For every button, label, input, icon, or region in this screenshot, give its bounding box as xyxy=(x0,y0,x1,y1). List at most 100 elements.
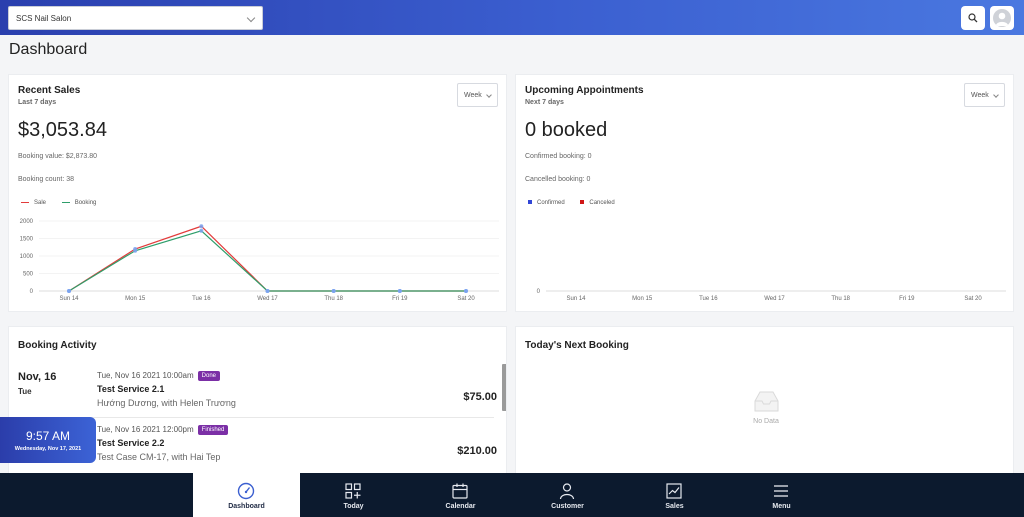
legend-sale[interactable]: Sale xyxy=(21,200,46,206)
y-tick-label: 1000 xyxy=(20,254,34,260)
legend-label: Booking xyxy=(74,200,97,206)
hamburger-icon xyxy=(774,485,788,497)
x-tick-label: Mon 15 xyxy=(632,296,653,302)
calendar-icon xyxy=(452,483,468,499)
nav-today[interactable]: Today xyxy=(300,473,407,517)
next-booking-title: Today's Next Booking xyxy=(525,340,629,351)
data-point xyxy=(397,289,402,293)
recent-sales-card: Recent Sales Last 7 days Week $3,053.84 … xyxy=(8,74,507,312)
booking-time: Tue, Nov 16 2021 10:00am Done xyxy=(97,371,497,381)
x-tick-label: Tue 16 xyxy=(192,296,211,302)
legend-swatch xyxy=(528,200,532,205)
booking-time-text: Tue, Nov 16 2021 10:00am xyxy=(97,371,194,380)
sales-range-select[interactable]: Week xyxy=(457,83,498,107)
x-tick-label: Thu 18 xyxy=(831,296,850,302)
y-tick-label: 1500 xyxy=(20,237,34,243)
status-badge: Done xyxy=(197,371,220,381)
series-line xyxy=(68,225,466,292)
data-point xyxy=(133,248,138,253)
booking-people: Test Case CM-17, with Hai Tep xyxy=(97,452,221,462)
data-point xyxy=(199,224,204,229)
booking-service: Test Service 2.1 xyxy=(97,384,165,394)
x-tick-label: Mon 15 xyxy=(125,296,146,302)
search-button[interactable] xyxy=(961,6,985,30)
clock-time: 9:57 AM xyxy=(25,429,71,443)
x-tick-label: Sun 14 xyxy=(566,296,586,302)
chevron-down-icon xyxy=(993,92,999,98)
salon-select[interactable]: SCS Nail Salon xyxy=(8,6,263,30)
legend-booking[interactable]: Booking xyxy=(61,200,97,206)
status-badge: Finished xyxy=(197,425,229,435)
activity-day: Tue xyxy=(18,387,32,396)
user-icon xyxy=(995,12,1009,26)
no-data-label: No Data xyxy=(753,418,779,425)
grid-plus-icon xyxy=(345,483,361,499)
data-point xyxy=(67,289,71,293)
recent-sales-title: Recent Sales xyxy=(18,85,81,96)
x-tick-label: Sun 14 xyxy=(59,296,79,302)
nav-label: Dashboard xyxy=(228,503,265,510)
nav-calendar[interactable]: Calendar xyxy=(407,473,514,517)
data-point xyxy=(464,289,468,293)
booking-time-text: Tue, Nov 16 2021 12:00pm xyxy=(97,425,194,434)
data-point xyxy=(265,289,270,293)
appts-range-select[interactable]: Week xyxy=(964,83,1005,107)
legend-canceled[interactable]: Canceled xyxy=(580,200,615,206)
legend-label: Confirmed xyxy=(537,200,565,206)
booking-item[interactable]: Tue, Nov 16 2021 10:00am Done Test Servic… xyxy=(97,371,497,408)
booking-price: $75.00 xyxy=(463,391,497,403)
x-tick-label: Wed 17 xyxy=(257,296,278,302)
data-point xyxy=(199,228,204,233)
confirmed-count: Confirmed booking: 0 xyxy=(525,153,592,160)
booking-value: Booking value: $2,873.80 xyxy=(18,153,98,160)
legend-confirmed[interactable]: Confirmed xyxy=(528,200,565,206)
chevron-down-icon xyxy=(246,13,256,23)
nav-dashboard[interactable]: Dashboard xyxy=(193,473,300,517)
booking-count: Booking count: 38 xyxy=(18,176,75,183)
sales-legend: Sale Booking xyxy=(21,200,110,206)
appts-legend: Confirmed Canceled xyxy=(528,200,629,206)
nav-menu[interactable]: Menu xyxy=(728,473,835,517)
next-booking-card: Today's Next Booking No Data xyxy=(515,326,1014,476)
legend-label: Sale xyxy=(34,200,47,206)
empty-inbox-icon xyxy=(754,391,779,412)
booking-price: $210.00 xyxy=(457,445,497,457)
booked-total: 0 booked xyxy=(525,119,608,141)
chevron-down-icon xyxy=(486,92,492,98)
upcoming-appointments-card: Upcoming Appointments Next 7 days Week 0… xyxy=(515,74,1014,312)
appointments-chart: 0 Sun 14 Mon 15 Tue 16 Wed 17 Thu 18 Fri 19 Sat… xyxy=(537,289,1006,302)
salon-select-value: SCS Nail Salon xyxy=(16,14,72,23)
nav-label: Menu xyxy=(772,503,791,510)
top-bar: SCS Nail Salon xyxy=(0,0,1024,35)
legend-swatch xyxy=(61,201,70,203)
nav-label: Customer xyxy=(551,503,584,510)
data-point xyxy=(331,289,336,293)
y-tick-label: 2000 xyxy=(20,219,34,225)
appts-range-value: Week xyxy=(971,92,989,99)
nav-label: Calendar xyxy=(445,503,476,510)
person-icon xyxy=(559,483,575,500)
cancelled-count: Cancelled booking: 0 xyxy=(525,176,591,183)
avatar-button[interactable] xyxy=(990,6,1014,30)
x-tick-label: Tue 16 xyxy=(699,296,718,302)
upcoming-subtitle: Next 7 days xyxy=(525,99,564,106)
clock-widget: 9:57 AM Wednesday, Nov 17, 2021 xyxy=(0,417,96,463)
x-tick-label: Thu 18 xyxy=(324,296,343,302)
scrollbar-thumb[interactable] xyxy=(502,364,506,411)
sales-range-value: Week xyxy=(464,92,482,99)
legend-swatch xyxy=(21,201,29,203)
x-tick-label: Sat 20 xyxy=(964,296,982,302)
search-icon xyxy=(968,13,978,23)
avatar xyxy=(993,9,1011,27)
nav-label: Today xyxy=(343,503,364,510)
x-tick-label: Fri 19 xyxy=(899,296,915,302)
y-tick-label: 0 xyxy=(537,289,541,295)
nav-customer[interactable]: Customer xyxy=(514,473,621,517)
upcoming-title: Upcoming Appointments xyxy=(525,85,644,96)
booking-item[interactable]: Tue, Nov 16 2021 12:00pm Finished Test Se… xyxy=(97,425,497,462)
nav-sales[interactable]: Sales xyxy=(621,473,728,517)
activity-date: Nov, 16 xyxy=(18,371,57,383)
recent-sales-subtitle: Last 7 days xyxy=(18,99,57,106)
y-tick-label: 0 xyxy=(30,289,34,295)
x-tick-label: Fri 19 xyxy=(392,296,408,302)
